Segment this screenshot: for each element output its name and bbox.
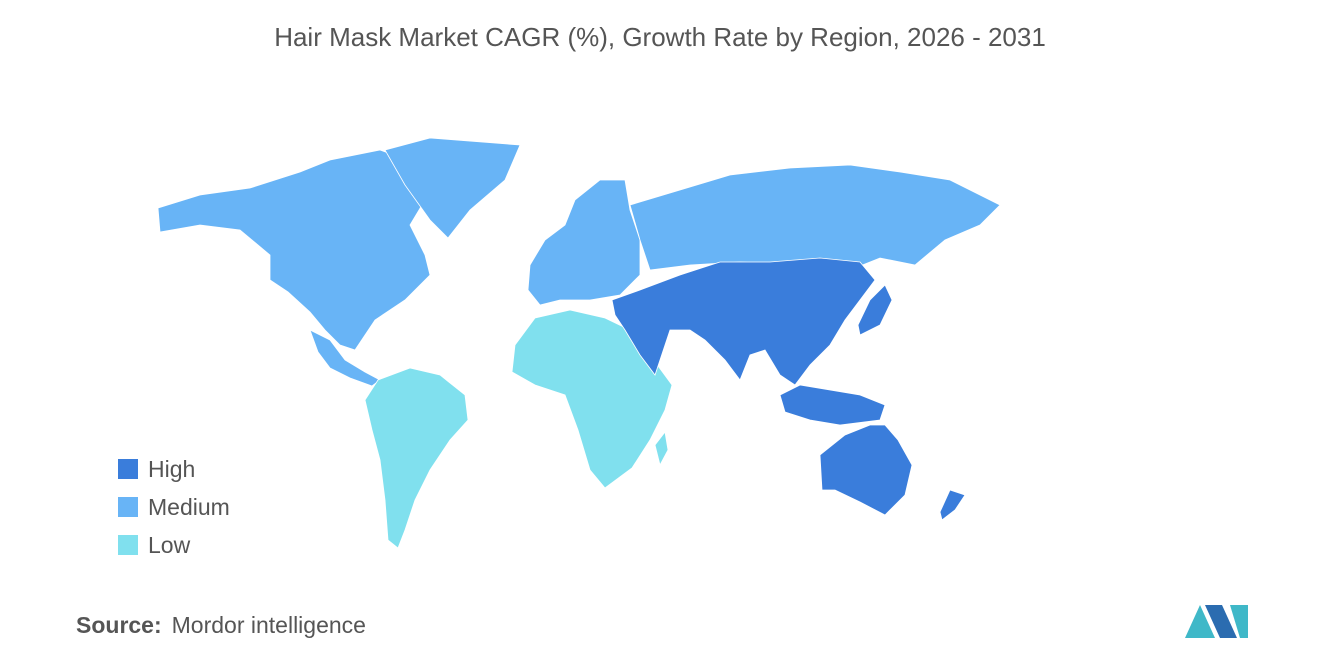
region-africa bbox=[511, 309, 673, 489]
logo bbox=[1185, 605, 1248, 638]
legend-item: High bbox=[118, 450, 230, 488]
chart-title: Hair Mask Market CAGR (%), Growth Rate b… bbox=[274, 22, 1046, 52]
source-text: Mordor intelligence bbox=[171, 612, 366, 638]
legend-label: High bbox=[148, 455, 196, 482]
region-europe bbox=[527, 179, 641, 306]
region-southeast-islands bbox=[779, 384, 886, 426]
source-label: Source: bbox=[76, 612, 162, 638]
legend-item: Low bbox=[118, 526, 230, 564]
region-new-zealand bbox=[939, 489, 966, 521]
legend: High Medium Low bbox=[118, 450, 230, 564]
legend-label: Medium bbox=[148, 493, 230, 520]
region-greenland bbox=[384, 137, 521, 239]
region-asia bbox=[611, 257, 876, 386]
region-japan bbox=[857, 284, 893, 336]
region-north-america bbox=[157, 149, 431, 351]
legend-swatch bbox=[118, 497, 138, 517]
region-south-america bbox=[364, 367, 469, 549]
region-madagascar bbox=[654, 431, 669, 467]
region-australia bbox=[819, 424, 913, 516]
legend-item: Medium bbox=[118, 488, 230, 526]
source: Source: Mordor intelligence bbox=[76, 612, 366, 639]
legend-label: Low bbox=[148, 531, 191, 558]
legend-swatch bbox=[118, 459, 138, 479]
region-russia bbox=[629, 164, 1001, 271]
legend-swatch bbox=[118, 535, 138, 555]
